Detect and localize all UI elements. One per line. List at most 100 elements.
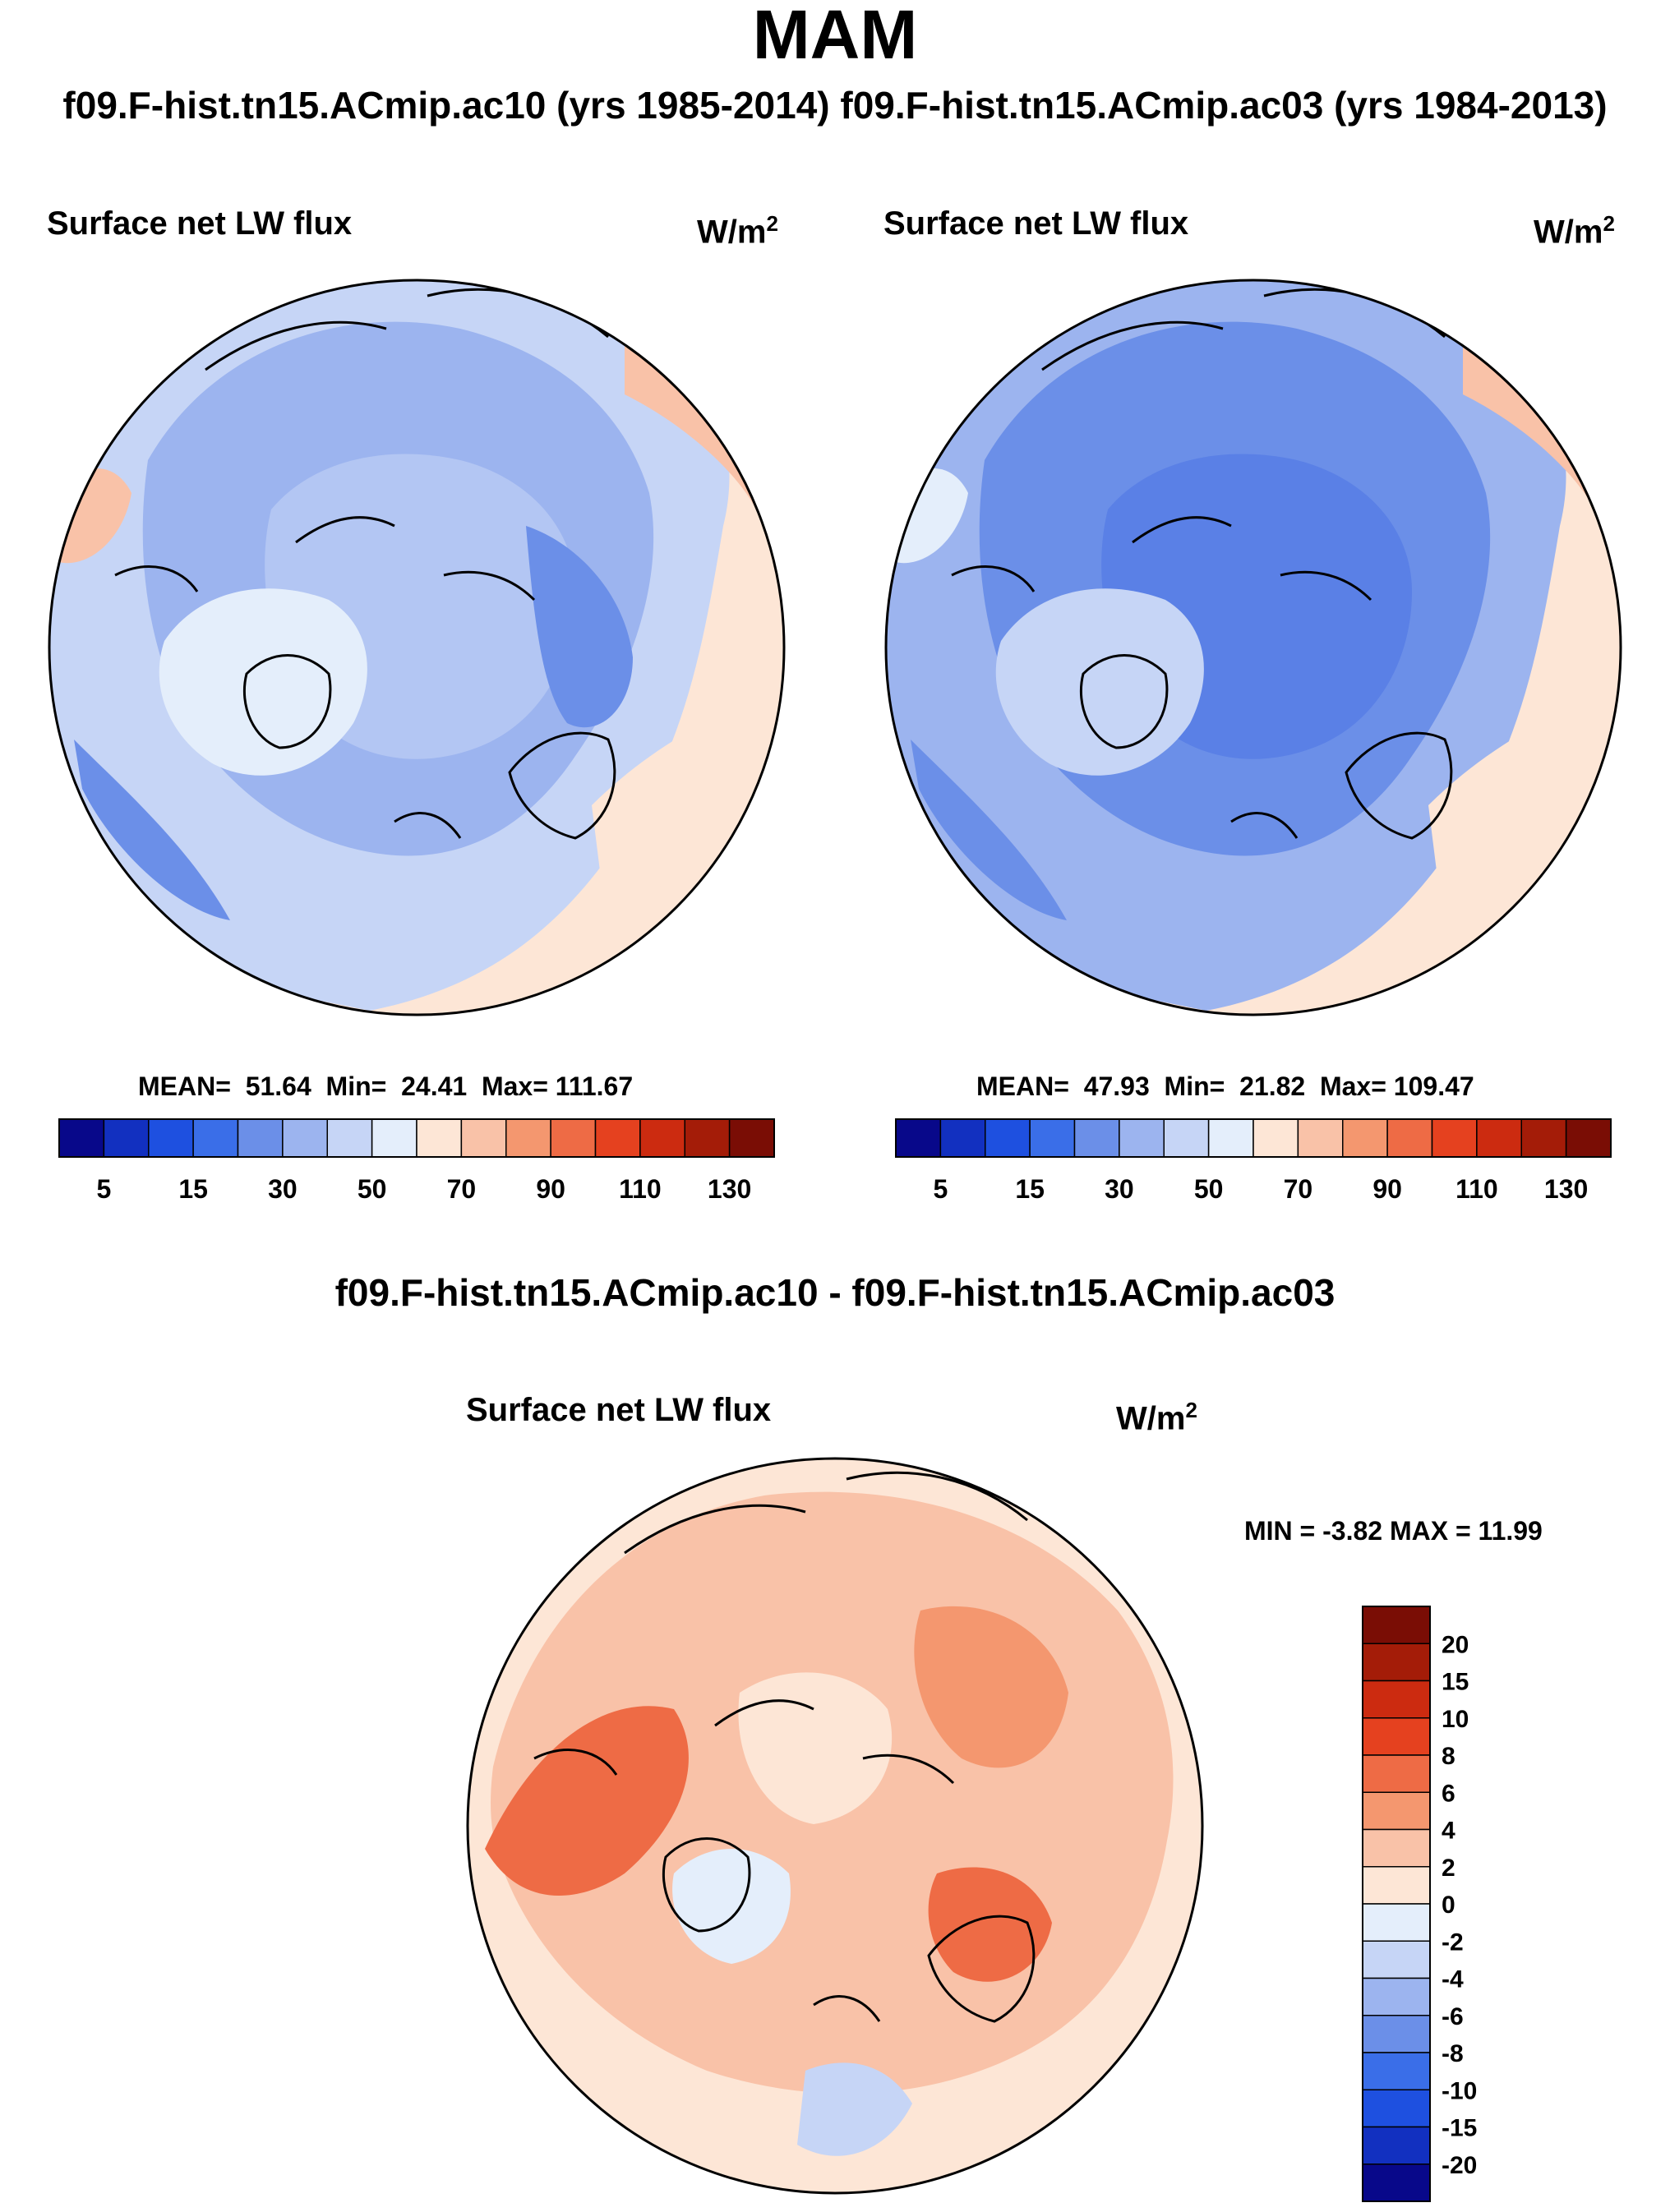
diff-colorbar-swatch (1362, 2089, 1431, 2128)
left-region-siberia-dark (526, 526, 633, 728)
left-units-exp: 2 (766, 211, 778, 236)
diff-colorbar-swatch (1362, 2164, 1431, 2202)
diff-colorbar-tick-label: -8 (1442, 2040, 1464, 2067)
left-colorbar-tick-label: 70 (447, 1174, 477, 1204)
diff-colorbar-tick-label: -20 (1442, 2152, 1477, 2179)
diff-colorbar-swatch (1362, 2015, 1431, 2053)
left-variable-label: Surface net LW flux (47, 205, 353, 242)
diff-colorbar-swatch (1362, 1717, 1431, 1756)
left-max-label: Max= (481, 1071, 548, 1101)
right-colorbar-swatch (1163, 1118, 1210, 1158)
left-colorbar-swatch (371, 1118, 418, 1158)
left-colorbar-swatch (326, 1118, 373, 1158)
left-units-label: W/m2 (697, 204, 778, 251)
diff-colorbar-swatch (1362, 1866, 1431, 1905)
left-region-asia-warm (625, 345, 756, 509)
right-colorbar-swatch (1252, 1118, 1299, 1158)
right-units-label: W/m2 (1534, 204, 1615, 251)
right-units-base: W/m (1534, 214, 1603, 251)
right-colorbar-tick-label: 130 (1544, 1174, 1588, 1204)
right-colorbar-swatch (1386, 1118, 1433, 1158)
right-mean-label: MEAN= (976, 1071, 1069, 1101)
right-region-atlantic-blue (911, 740, 1067, 920)
diff-title: f09.F-hist.tn15.ACmip.ac10 - f09.F-hist.… (334, 1271, 1336, 1314)
left-colorbar-tick-label: 15 (178, 1174, 208, 1204)
right-colorbar-tick-label: 70 (1284, 1174, 1313, 1204)
right-colorbar-swatch (1342, 1118, 1388, 1158)
left-colorbar-swatch (148, 1118, 194, 1158)
right-colorbar-swatch (1431, 1118, 1478, 1158)
diff-colorbar-tick-label: 4 (1442, 1818, 1455, 1845)
diff-colorbar-tick-label: 0 (1442, 1892, 1455, 1919)
left-colorbar: 5 15 30 50 70 90 110 130 (58, 1118, 775, 1204)
diff-colorbar-swatch (1362, 1643, 1431, 1682)
diff-colorbar-tick-label: 20 (1442, 1631, 1469, 1658)
diff-colorbar-swatch (1362, 1903, 1431, 1942)
diff-colorbar-tick-label: -2 (1442, 1929, 1464, 1956)
left-colorbar-swatch (594, 1118, 641, 1158)
diff-variable-label: Surface net LW flux (466, 1392, 772, 1428)
right-colorbar-swatch (1520, 1118, 1567, 1158)
right-stats: MEAN= 47.93 Min= 21.82 Max= 109.47 (976, 1070, 1474, 1103)
left-colorbar-swatch (192, 1118, 239, 1158)
right-region-europe-warm (1428, 707, 1576, 937)
diff-colorbar-swatch (1362, 1791, 1431, 1831)
diff-colorbar-swatch (1362, 1680, 1431, 1719)
right-colorbar-swatch (1073, 1118, 1120, 1158)
right-variable-label: Surface net LW flux (883, 205, 1189, 242)
right-colorbar-swatch (1207, 1118, 1254, 1158)
diff-colorbar-swatch (1362, 1940, 1431, 1979)
diff-colorbar-swatch (1362, 1754, 1431, 1793)
right-min-label: Min= (1164, 1071, 1225, 1101)
right-colorbar: 5 15 30 50 70 90 110 130 (895, 1118, 1612, 1204)
left-colorbar-swatch (684, 1118, 731, 1158)
left-mean-label: MEAN= (138, 1071, 231, 1101)
diff-region-europe-hot (928, 1867, 1052, 1982)
right-colorbar-tick-label: 110 (1455, 1174, 1498, 1204)
diff-colorbar-swatch (1362, 2052, 1431, 2090)
right-colorbar-swatch (1119, 1118, 1165, 1158)
right-colorbar-tick-label: 50 (1194, 1174, 1224, 1204)
left-colorbar-tick-label: 5 (96, 1174, 111, 1204)
right-region-greenland (995, 588, 1204, 776)
figure-subtitle: f09.F-hist.tn15.ACmip.ac10 (yrs 1985-201… (62, 84, 1608, 127)
diff-region-siberia-warm (914, 1606, 1068, 1768)
left-colorbar-swatch (58, 1118, 105, 1158)
diff-colorbar-swatch (1362, 1977, 1431, 2016)
left-map-border (48, 279, 786, 1016)
right-polar-map (884, 279, 1622, 1016)
right-max-value: 109.47 (1393, 1071, 1474, 1101)
right-colorbar-frame (895, 1118, 1612, 1158)
right-colorbar-swatch (985, 1118, 1031, 1158)
left-colorbar-tick-label: 130 (708, 1174, 751, 1204)
diff-colorbar-tick-label: -4 (1442, 1966, 1464, 1993)
diff-units-base: W/m (1116, 1400, 1186, 1437)
right-colorbar-swatch (1565, 1118, 1612, 1158)
left-colorbar-swatch (550, 1118, 597, 1158)
left-colorbar-tick-label: 50 (358, 1174, 387, 1204)
diff-colorbar-swatch (1362, 1828, 1431, 1868)
diff-colorbar-tick-label: 2 (1442, 1855, 1455, 1882)
diff-region-greenland-cool (672, 1849, 791, 1964)
right-map-border (884, 279, 1622, 1016)
diff-minmax: MIN = -3.82 MAX = 11.99 (1244, 1516, 1543, 1546)
left-stats: MEAN= 51.64 Min= 24.41 Max= 111.67 (138, 1070, 633, 1103)
right-colorbar-swatch (1297, 1118, 1344, 1158)
left-polar-map (48, 279, 786, 1016)
diff-colorbar-tick-label: 15 (1442, 1669, 1469, 1696)
diff-colorbar-tick-label: -15 (1442, 2115, 1477, 2142)
left-min-label: Min= (325, 1071, 387, 1101)
left-colorbar-swatch (103, 1118, 150, 1158)
left-colorbar-frame (58, 1118, 775, 1158)
left-min-value: 24.41 (401, 1071, 468, 1101)
right-mean-value: 47.93 (1083, 1071, 1150, 1101)
diff-region-canada-hot (485, 1706, 689, 1896)
right-colorbar-swatch (1029, 1118, 1076, 1158)
left-colorbar-tick-label: 30 (268, 1174, 298, 1204)
left-colorbar-swatch (639, 1118, 685, 1158)
right-colorbar-tick-label: 90 (1372, 1174, 1402, 1204)
diff-colorbar-tick-label: 6 (1442, 1780, 1455, 1807)
right-colorbar-tick-label: 5 (933, 1174, 948, 1204)
diff-region-basin-neutral (738, 1672, 893, 1824)
